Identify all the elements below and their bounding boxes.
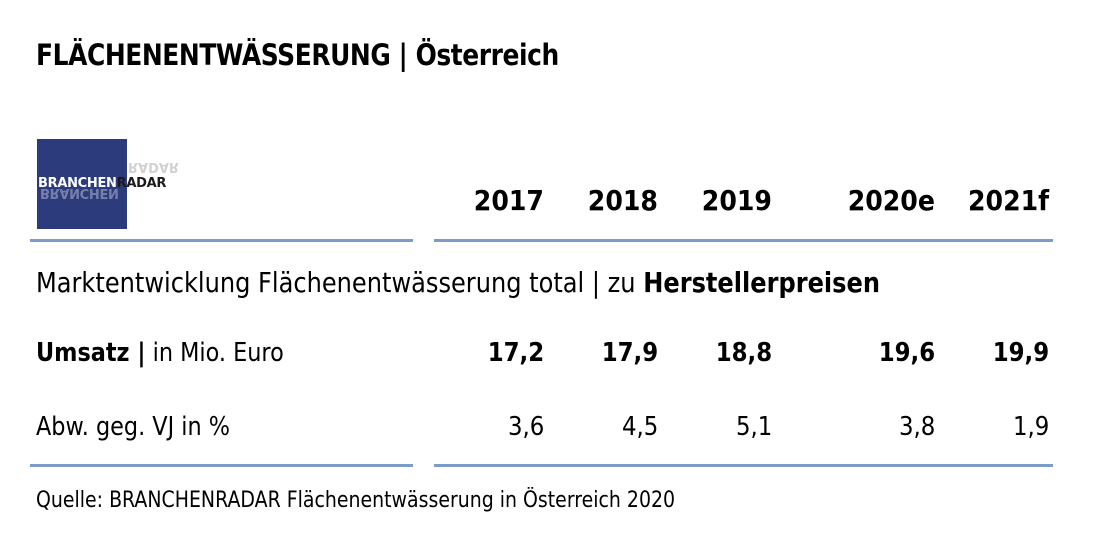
- row-label-umsatz-bold: Umsatz |: [36, 338, 146, 368]
- branchenradar-logo: [37, 139, 127, 229]
- divider-top-right: [434, 239, 1053, 242]
- umsatz-cell-2018: 17,9: [601, 338, 658, 368]
- logo-text-part1: BRANCHEN: [38, 176, 117, 191]
- subtitle-main: Marktentwicklung Flächenentwässerung tot…: [36, 266, 644, 299]
- divider-bottom-right: [434, 464, 1053, 467]
- logo-reflection-2: RADAR: [128, 159, 179, 174]
- table-subtitle: Marktentwicklung Flächenentwässerung tot…: [36, 266, 880, 299]
- divider-top-left: [30, 239, 413, 242]
- column-header-2020e: 2020e: [847, 184, 935, 217]
- column-header-2021f: 2021f: [967, 184, 1049, 217]
- subtitle-bold: Herstellerpreisen: [643, 266, 880, 299]
- abw-cell-2017: 3,6: [507, 412, 544, 442]
- page-title: FLÄCHENENTWÄSSERUNG | Österreich: [36, 38, 559, 72]
- source-note: Quelle: BRANCHENRADAR Flächenentwässerun…: [36, 488, 676, 513]
- row-label-umsatz: Umsatz | in Mio. Euro: [36, 338, 284, 368]
- divider-bottom-left: [30, 464, 413, 467]
- umsatz-cell-2020e: 19,6: [878, 338, 935, 368]
- umsatz-cell-2021f: 19,9: [992, 338, 1049, 368]
- logo-text: BRANCHENRADAR: [38, 176, 166, 191]
- abw-cell-2021f: 1,9: [1012, 412, 1049, 442]
- row-label-umsatz-rest: in Mio. Euro: [145, 338, 284, 368]
- column-header-2017: 2017: [473, 184, 544, 217]
- umsatz-cell-2017: 17,2: [487, 338, 544, 368]
- row-label-abw: Abw. geg. VJ in %: [36, 412, 231, 442]
- abw-cell-2018: 4,5: [621, 412, 658, 442]
- column-header-2018: 2018: [587, 184, 658, 217]
- abw-cell-2020e: 3,8: [898, 412, 935, 442]
- logo-text-part2: RADAR: [116, 176, 167, 191]
- column-header-2019: 2019: [701, 184, 772, 217]
- abw-cell-2019: 5,1: [735, 412, 772, 442]
- umsatz-cell-2019: 18,8: [715, 338, 772, 368]
